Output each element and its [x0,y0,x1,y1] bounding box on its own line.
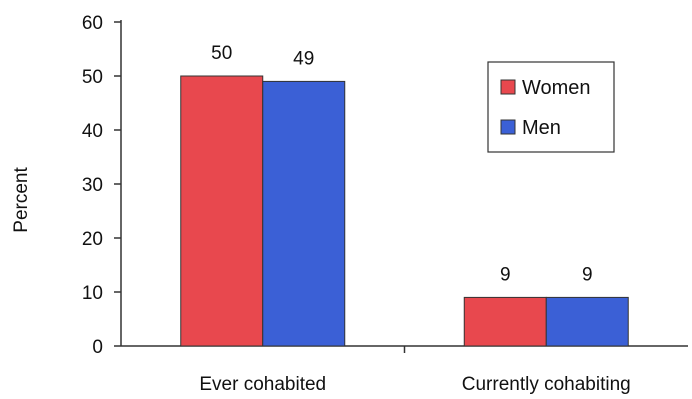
y-tick-label: 40 [82,121,103,142]
bars [180,75,629,347]
y-tick-label: 0 [92,337,103,358]
y-ticks: 0 10 20 30 40 50 60 [82,13,121,358]
legend-label-women: Women [522,77,591,99]
x-category-label: Currently cohabiting [462,374,631,395]
bar-men-0 [262,80,346,347]
data-label-men-0: 49 [293,48,314,69]
y-tick-label: 60 [82,13,103,34]
bar-men-1 [545,296,629,347]
category-labels: Ever cohabited Currently cohabiting [199,374,630,395]
y-tick-label: 30 [82,175,103,196]
legend-box [487,61,615,153]
y-tick-label: 10 [82,283,103,304]
y-axis-title: Percent [11,167,32,233]
y-tick-label: 20 [82,229,103,250]
y-tick-label: 50 [82,67,103,88]
legend-swatch-women [500,79,516,95]
x-category-label: Ever cohabited [199,374,326,395]
data-label-women-1: 9 [500,264,511,285]
legend-swatch-men [500,119,516,135]
data-label-men-1: 9 [582,264,593,285]
legend: Women Men [487,61,615,153]
bar-women-0 [180,75,264,347]
data-labels: 50 49 9 9 [211,43,592,285]
data-label-women-0: 50 [211,43,232,64]
legend-label-men: Men [522,117,561,139]
bar-women-1 [463,296,547,347]
